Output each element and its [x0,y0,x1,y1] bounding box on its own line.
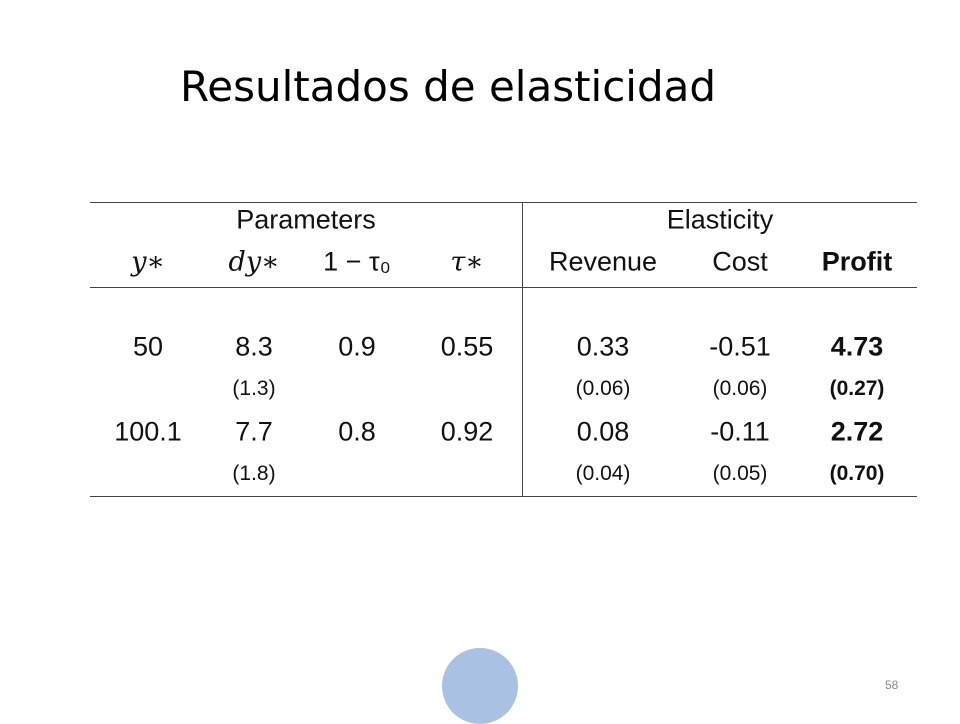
table-cell: (0.05) [712,462,768,485]
group-header: Parameters [236,204,376,235]
table-cell: 8.3 [235,331,273,362]
column-header: τ∗ [450,246,484,278]
table-cell: 0.55 [440,331,494,362]
table-cell: -0.11 [710,416,770,447]
column-header: 1 − τ₀ [323,246,391,277]
table-cell: (1.3) [232,377,276,400]
column-header: y∗ [131,246,165,278]
table-rule [90,287,917,288]
table-divider [522,202,523,496]
table-cell: (0.70) [829,462,885,485]
table-cell: 7.7 [235,416,273,447]
group-header: Elasticity [666,204,774,235]
column-header: dy∗ [228,246,280,278]
column-header: Revenue [548,246,658,277]
table-cell: (0.06) [575,377,631,400]
table-cell: -0.51 [709,331,771,362]
table-cell: (0.04) [575,462,631,485]
table-rule [90,202,917,203]
table-cell: 0.8 [338,416,376,447]
table-cell: 50 [132,331,164,362]
table-cell: 4.73 [830,331,884,362]
table-cell: (0.06) [712,377,768,400]
column-header: Cost [712,246,768,277]
table-cell: 0.08 [576,416,630,447]
column-header: Profit [821,246,893,277]
table-cell: 0.92 [440,416,494,447]
slide-title: Resultados de elasticidad [180,62,717,111]
table-cell: (1.8) [232,462,276,485]
page-number: 58 [885,678,899,692]
table-cell: (0.27) [829,377,885,400]
table-cell: 0.9 [338,331,376,362]
table-cell: 0.33 [576,331,630,362]
decor-circle [442,648,518,724]
table-rule [90,496,917,497]
table-cell: 100.1 [114,416,182,447]
table-cell: 2.72 [830,416,884,447]
